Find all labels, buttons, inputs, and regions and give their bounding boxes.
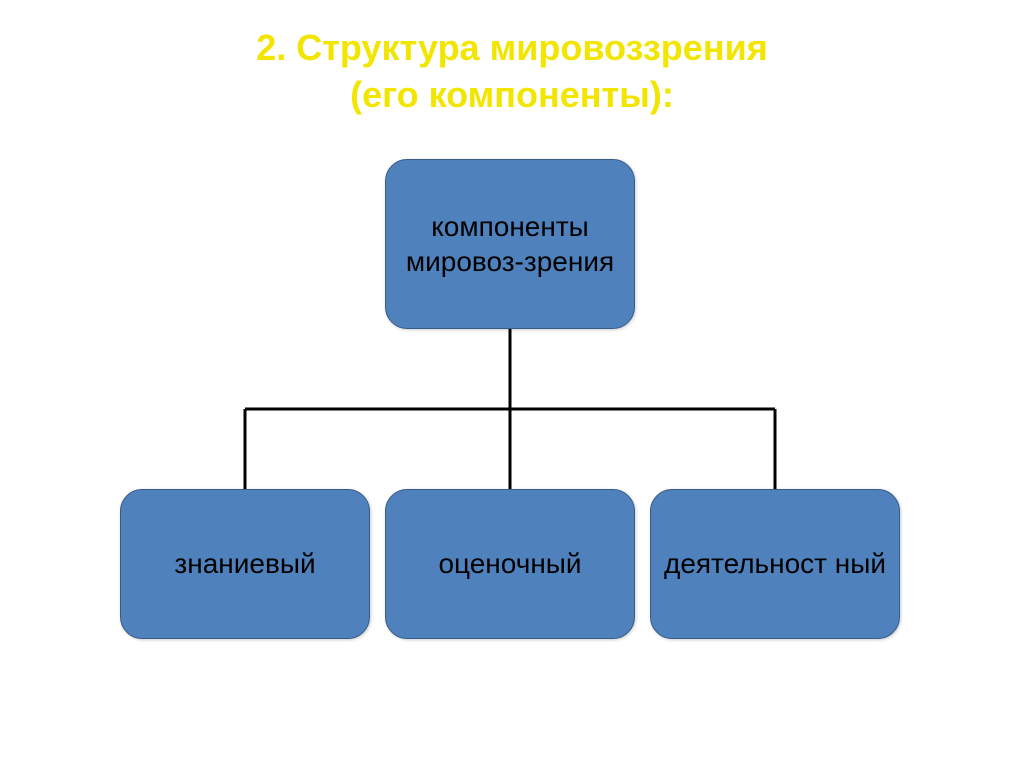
child-node-0-label: знаниевый [166, 538, 323, 589]
child-node-1-label: оценочный [430, 538, 589, 589]
hierarchy-diagram: компоненты мировоз-зрения знаниевый оценоч… [0, 159, 1024, 719]
child-node-1: оценочный [385, 489, 635, 639]
title-line-2: (его компоненты): [0, 72, 1024, 119]
child-node-2: деятельност ный [650, 489, 900, 639]
child-node-0: знаниевый [120, 489, 370, 639]
page-title: 2. Структура мировоззрения (его компонен… [0, 0, 1024, 119]
root-node-label: компоненты мировоз-зрения [386, 201, 634, 287]
title-line-1: 2. Структура мировоззрения [0, 25, 1024, 72]
child-node-2-label: деятельност ный [656, 538, 894, 589]
root-node: компоненты мировоз-зрения [385, 159, 635, 329]
